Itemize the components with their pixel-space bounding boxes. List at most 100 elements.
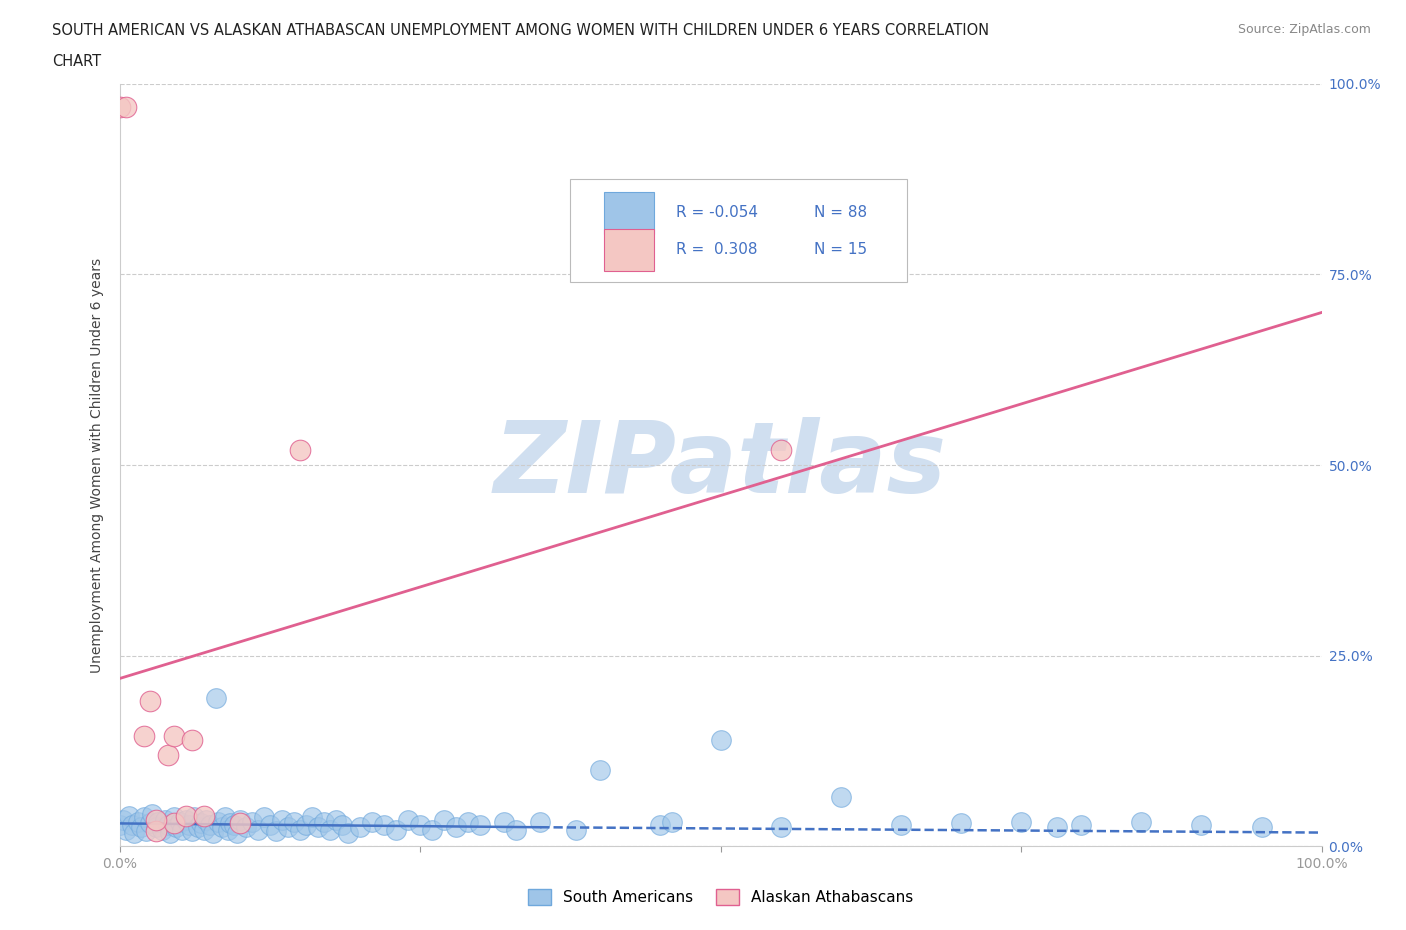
Point <box>349 820 371 835</box>
Point <box>153 812 176 827</box>
Point <box>228 816 252 830</box>
Point <box>122 825 145 840</box>
Point <box>145 824 167 839</box>
Point <box>145 812 167 827</box>
Point <box>150 822 173 837</box>
Point <box>156 817 179 832</box>
Point <box>295 817 318 832</box>
Point <box>222 817 245 832</box>
Point <box>135 824 157 839</box>
Point <box>211 820 233 835</box>
Point <box>202 825 225 840</box>
Point <box>283 815 305 830</box>
Point <box>769 820 792 835</box>
Point <box>240 815 263 830</box>
Point <box>138 694 160 709</box>
Point <box>214 810 236 825</box>
Point <box>1189 817 1212 832</box>
Point <box>159 825 181 840</box>
Point <box>145 820 167 835</box>
Point <box>373 817 395 832</box>
Point <box>174 808 197 823</box>
Point <box>118 808 141 823</box>
Point <box>396 812 419 827</box>
Text: N = 88: N = 88 <box>814 206 868 220</box>
Point <box>180 824 202 839</box>
Point <box>162 816 184 830</box>
Text: CHART: CHART <box>52 54 101 69</box>
Point <box>565 822 588 837</box>
Point <box>709 732 731 747</box>
Point <box>1250 820 1272 835</box>
Point <box>259 817 281 832</box>
Point <box>246 822 269 837</box>
Point <box>1070 817 1092 832</box>
Point <box>949 816 972 830</box>
Text: R = -0.054: R = -0.054 <box>676 206 758 220</box>
Point <box>141 807 163 822</box>
Point <box>132 728 155 743</box>
Point <box>830 790 852 804</box>
Text: N = 15: N = 15 <box>814 243 868 258</box>
Point <box>1010 815 1032 830</box>
Point <box>121 817 143 832</box>
Point <box>198 817 221 832</box>
Point <box>193 808 215 823</box>
Point <box>650 817 672 832</box>
Point <box>253 810 276 825</box>
Point <box>207 815 229 830</box>
Point <box>336 825 359 840</box>
Point <box>468 817 492 832</box>
Point <box>156 748 179 763</box>
Point <box>114 822 136 837</box>
Point <box>204 690 226 705</box>
Point <box>179 817 201 832</box>
Point <box>108 100 131 114</box>
Point <box>219 816 242 830</box>
Point <box>127 815 149 830</box>
Point <box>217 822 239 837</box>
Point <box>132 810 155 825</box>
Text: R =  0.308: R = 0.308 <box>676 243 758 258</box>
Text: SOUTH AMERICAN VS ALASKAN ATHABASCAN UNEMPLOYMENT AMONG WOMEN WITH CHILDREN UNDE: SOUTH AMERICAN VS ALASKAN ATHABASCAN UNE… <box>52 23 990 38</box>
FancyBboxPatch shape <box>571 179 907 282</box>
Point <box>193 822 215 837</box>
Y-axis label: Unemployment Among Women with Children Under 6 years: Unemployment Among Women with Children U… <box>90 258 104 672</box>
Point <box>165 820 187 835</box>
Text: ZIPatlas: ZIPatlas <box>494 417 948 513</box>
Point <box>457 815 479 830</box>
Text: Source: ZipAtlas.com: Source: ZipAtlas.com <box>1237 23 1371 36</box>
Point <box>420 822 443 837</box>
Point <box>146 815 169 830</box>
Point <box>264 824 287 839</box>
Point <box>661 815 683 830</box>
Point <box>226 825 249 840</box>
Point <box>138 816 160 830</box>
Point <box>108 817 131 832</box>
Point <box>361 815 384 830</box>
Point <box>228 812 252 827</box>
Point <box>1130 815 1153 830</box>
Point <box>505 822 527 837</box>
Point <box>444 820 467 835</box>
Point <box>325 812 347 827</box>
Point <box>174 812 197 827</box>
Point <box>180 732 202 747</box>
Point <box>195 812 218 827</box>
Point <box>890 817 912 832</box>
Point <box>277 820 299 835</box>
Point <box>433 812 456 827</box>
Point <box>307 820 329 835</box>
Point <box>330 817 353 832</box>
Point <box>301 810 323 825</box>
Point <box>169 815 191 830</box>
Point <box>494 815 516 830</box>
Legend: South Americans, Alaskan Athabascans: South Americans, Alaskan Athabascans <box>522 883 920 911</box>
Bar <box>605 192 654 234</box>
Point <box>319 822 342 837</box>
Point <box>409 817 432 832</box>
Point <box>190 816 212 830</box>
Point <box>385 822 408 837</box>
Point <box>769 443 792 458</box>
Point <box>187 820 209 835</box>
